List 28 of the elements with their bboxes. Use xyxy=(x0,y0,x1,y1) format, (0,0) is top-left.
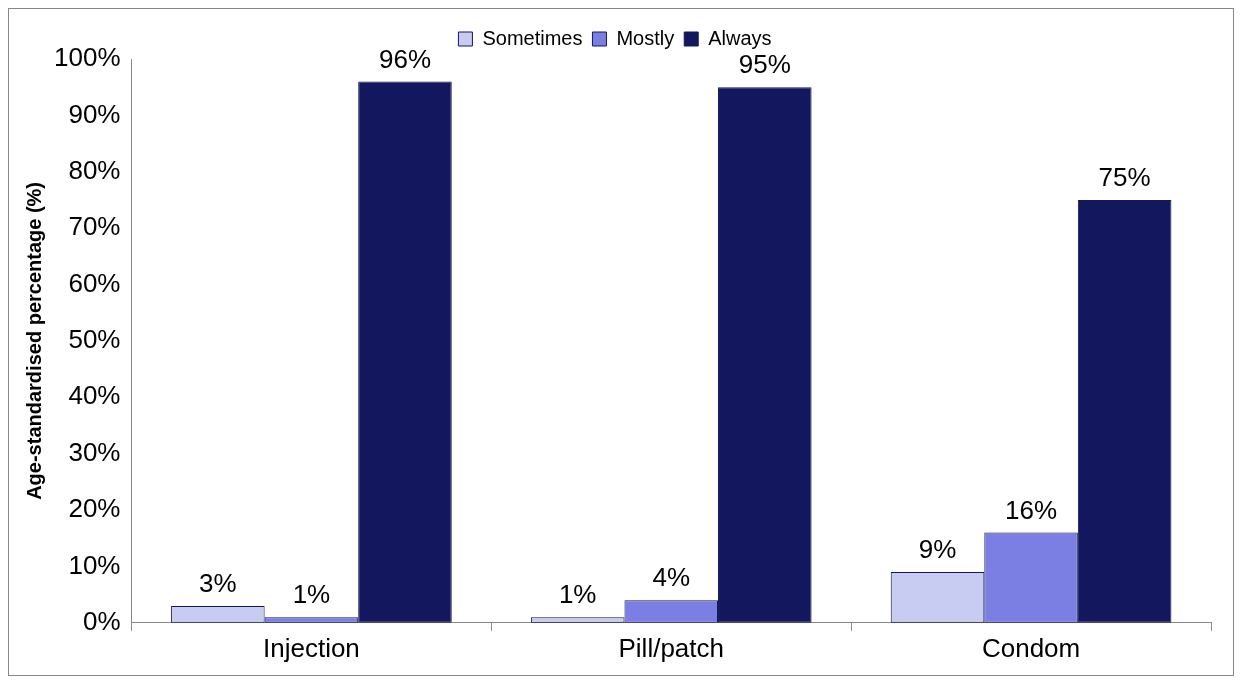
y-tick-label: 30% xyxy=(68,436,121,467)
data-label: 1% xyxy=(558,579,597,610)
data-label: 9% xyxy=(918,534,957,565)
data-label: 96% xyxy=(378,43,431,74)
bar xyxy=(718,87,812,623)
data-label: 95% xyxy=(738,49,791,80)
y-tick-label: 70% xyxy=(68,211,121,242)
y-tick-label: 0% xyxy=(82,605,121,636)
legend-label: Always xyxy=(708,26,772,49)
legend-label: Mostly xyxy=(616,26,675,49)
y-tick-label: 90% xyxy=(68,98,121,129)
x-tick-label: Condom xyxy=(981,632,1081,663)
x-tick-label: Pill/patch xyxy=(618,632,724,663)
y-tick-label: 20% xyxy=(68,493,121,524)
y-tick-label: 60% xyxy=(68,267,121,298)
y-tick-label: 10% xyxy=(68,549,121,580)
y-tick-label: 100% xyxy=(54,42,121,73)
x-tick-label: Injection xyxy=(262,632,360,663)
y-tick-label: 80% xyxy=(68,154,121,185)
data-label: 75% xyxy=(1098,162,1151,193)
legend-label: Sometimes xyxy=(482,26,583,49)
y-tick-label: 50% xyxy=(68,324,121,355)
y-tick-label: 40% xyxy=(68,380,121,411)
data-label: 1% xyxy=(292,579,331,610)
data-label: 4% xyxy=(652,562,691,593)
data-label: 16% xyxy=(1005,494,1058,525)
data-label: 3% xyxy=(199,568,237,599)
y-axis-title: Age-standardised percentage (%) xyxy=(22,181,45,500)
